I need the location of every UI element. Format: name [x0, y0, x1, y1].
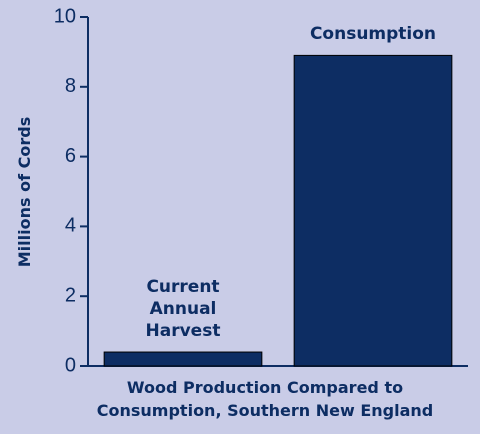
bar [293, 54, 453, 367]
y-tick-label: 10 [54, 5, 76, 27]
y-tick-label: 0 [65, 354, 76, 376]
y-tick-label: 8 [65, 75, 76, 97]
y-tick-label: 4 [65, 215, 76, 237]
chart-title: Wood Production Compared to Consumption,… [96, 378, 434, 420]
bar [103, 351, 263, 367]
category-label: Consumption [309, 24, 437, 45]
y-tick-label: 2 [65, 284, 76, 306]
category-label: Current Annual Harvest [145, 277, 221, 342]
y-axis-label: Millions of Cords [15, 117, 34, 267]
y-tick-label: 6 [65, 145, 76, 167]
